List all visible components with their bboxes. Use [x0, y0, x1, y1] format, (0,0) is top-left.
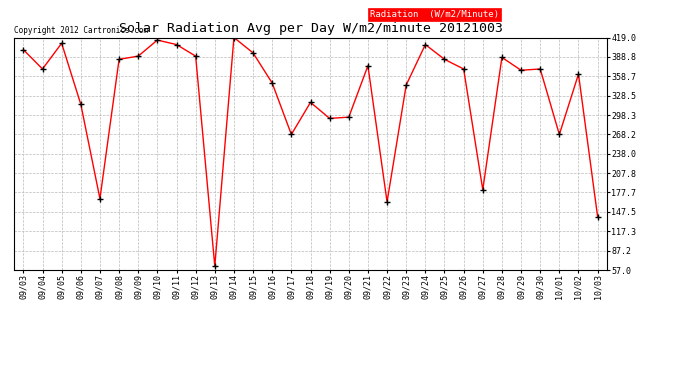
- Text: Radiation  (W/m2/Minute): Radiation (W/m2/Minute): [370, 10, 499, 19]
- Text: Copyright 2012 Cartronics.com: Copyright 2012 Cartronics.com: [14, 26, 148, 35]
- Title: Solar Radiation Avg per Day W/m2/minute 20121003: Solar Radiation Avg per Day W/m2/minute …: [119, 22, 502, 35]
